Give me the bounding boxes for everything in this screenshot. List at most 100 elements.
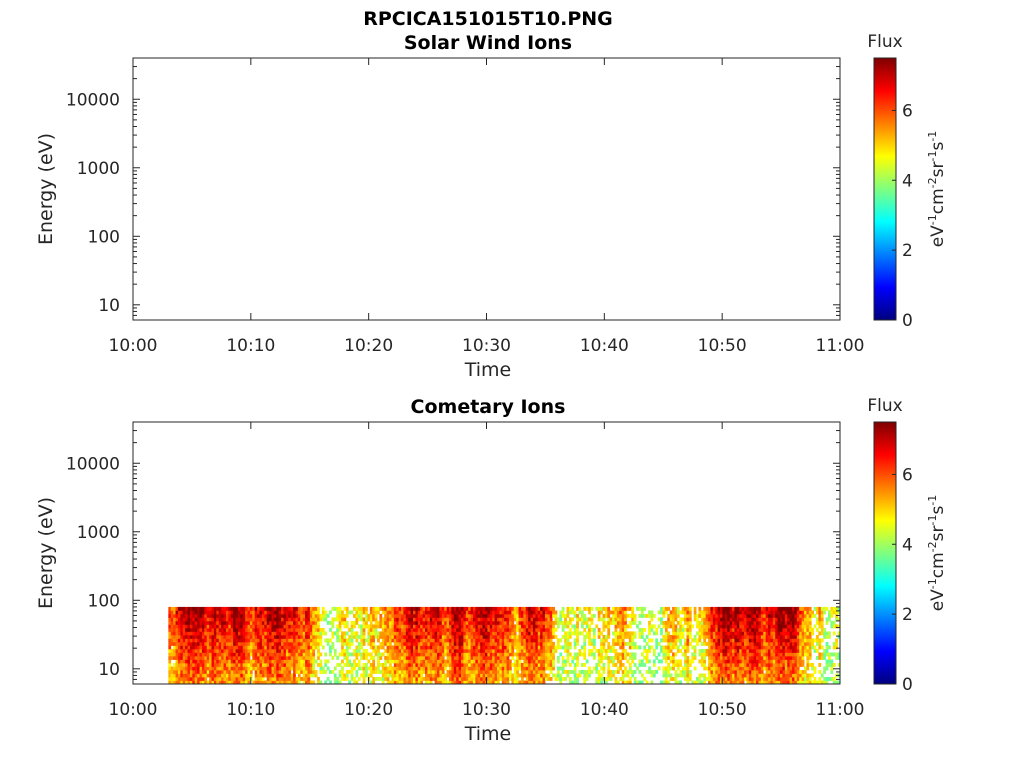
heatmap-cell — [483, 617, 486, 621]
heatmap-cell — [780, 673, 783, 677]
heatmap-cell — [312, 673, 315, 677]
heatmap-cell — [262, 624, 265, 628]
heatmap-cell — [574, 631, 577, 635]
heatmap-cell — [427, 610, 430, 614]
heatmap-cell — [478, 652, 481, 656]
heatmap-cell — [684, 663, 687, 667]
heatmap-cell — [646, 649, 649, 653]
heatmap-cell — [339, 617, 342, 621]
heatmap-cell — [545, 621, 548, 625]
heatmap-cell — [180, 663, 183, 667]
heatmap-cell — [435, 610, 438, 614]
heatmap-cell — [408, 607, 411, 611]
heatmap-cell — [504, 659, 507, 663]
heatmap-cell — [622, 628, 625, 632]
heatmap-cell — [267, 652, 270, 656]
heatmap-cell — [703, 642, 706, 646]
heatmap-cell — [260, 621, 263, 625]
heatmap-cell — [603, 635, 606, 639]
heatmap-cell — [238, 621, 241, 625]
heatmap-cell — [627, 607, 630, 611]
heatmap-cell — [622, 642, 625, 646]
heatmap-cell — [665, 638, 668, 642]
heatmap-cell — [403, 673, 406, 677]
heatmap-cell — [521, 645, 524, 649]
heatmap-cell — [178, 614, 181, 618]
heatmap-cell — [629, 638, 632, 642]
heatmap-cell — [511, 621, 514, 625]
heatmap-cell — [473, 628, 476, 632]
heatmap-cell — [231, 645, 234, 649]
heatmap-cell — [742, 670, 745, 674]
heatmap-cell — [770, 614, 773, 618]
heatmap-cell — [178, 677, 181, 681]
heatmap-cell — [662, 656, 665, 660]
heatmap-cell — [192, 638, 195, 642]
heatmap-cell — [168, 617, 171, 621]
heatmap-cell — [415, 642, 418, 646]
heatmap-cell — [672, 607, 675, 611]
heatmap-cell — [708, 628, 711, 632]
heatmap-cell — [207, 617, 210, 621]
heatmap-cell — [559, 638, 562, 642]
heatmap-cell — [639, 635, 642, 639]
heatmap-cell — [713, 642, 716, 646]
heatmap-cell — [547, 677, 550, 681]
heatmap-cell — [413, 617, 416, 621]
heatmap-cell — [593, 638, 596, 642]
heatmap-cell — [331, 631, 334, 635]
heatmap-cell — [257, 652, 260, 656]
heatmap-cell — [722, 635, 725, 639]
heatmap-cell — [535, 652, 538, 656]
heatmap-cell — [770, 673, 773, 677]
heatmap-cell — [226, 663, 229, 667]
heatmap-cell — [567, 621, 570, 625]
heatmap-cell — [298, 628, 301, 632]
heatmap-cell — [478, 677, 481, 681]
heatmap-cell — [490, 663, 493, 667]
heatmap-cell — [686, 614, 689, 618]
heatmap-cell — [252, 635, 255, 639]
heatmap-cell — [240, 638, 243, 642]
heatmap-cell — [195, 635, 198, 639]
heatmap-cell — [610, 610, 613, 614]
heatmap-cell — [773, 624, 776, 628]
heatmap-cell — [487, 617, 490, 621]
heatmap-cell — [221, 614, 224, 618]
heatmap-cell — [288, 663, 291, 667]
heatmap-cell — [667, 652, 670, 656]
heatmap-cell — [660, 645, 663, 649]
heatmap-cell — [185, 677, 188, 681]
heatmap-cell — [773, 659, 776, 663]
heatmap-cell — [454, 677, 457, 681]
heatmap-cell — [639, 631, 642, 635]
heatmap-cell — [382, 652, 385, 656]
heatmap-cell — [552, 645, 555, 649]
heatmap-cell — [612, 663, 615, 667]
heatmap-cell — [768, 645, 771, 649]
heatmap-cell — [322, 610, 325, 614]
heatmap-cell — [483, 645, 486, 649]
heatmap-cell — [758, 614, 761, 618]
heatmap-cell — [761, 652, 764, 656]
heatmap-cell — [708, 617, 711, 621]
heatmap-cell — [413, 656, 416, 660]
heatmap-cell — [737, 656, 740, 660]
heatmap-cell — [665, 628, 668, 632]
heatmap-cell — [509, 638, 512, 642]
heatmap-cell — [228, 673, 231, 677]
heatmap-cell — [221, 617, 224, 621]
heatmap-cell — [252, 610, 255, 614]
heatmap-cell — [209, 624, 212, 628]
heatmap-cell — [754, 624, 757, 628]
heatmap-cell — [538, 624, 541, 628]
heatmap-cell — [662, 666, 665, 670]
heatmap-cell — [684, 673, 687, 677]
heatmap-cell — [413, 677, 416, 681]
heatmap-cell — [634, 642, 637, 646]
heatmap-cell — [281, 677, 284, 681]
heatmap-cell — [708, 663, 711, 667]
heatmap-cell — [281, 635, 284, 639]
heatmap-cell — [401, 663, 404, 667]
heatmap-cell — [770, 666, 773, 670]
